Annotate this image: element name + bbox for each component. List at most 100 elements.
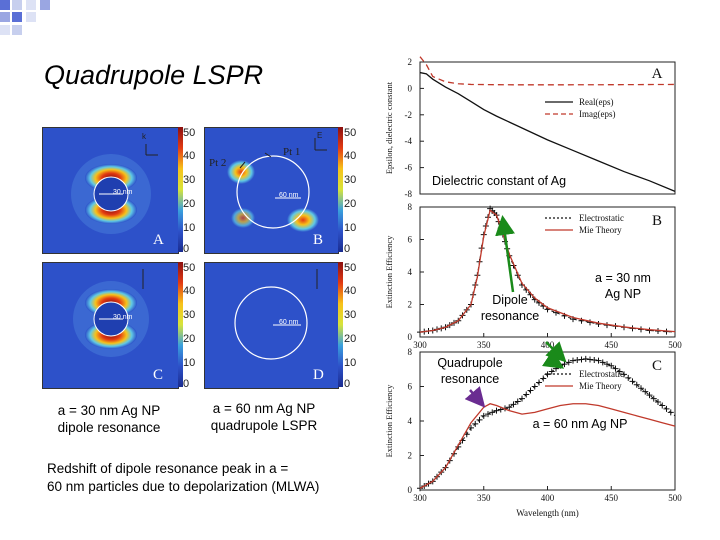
pt1-label: Pt 1 [283,146,301,158]
field-map-c: 30 nm C [42,262,179,389]
data-point-marker [646,392,653,399]
data-point-marker [531,383,538,390]
panel-letter: C [153,367,164,383]
data-point-marker [570,357,576,364]
cbar-tick: 10 [344,357,357,369]
legend-label: Electrostatic [579,213,624,223]
cbar-tick: 20 [183,333,196,345]
data-point-marker [565,359,572,366]
data-point-marker [650,395,657,402]
panel-letter: A [652,66,663,82]
cbar-tick: 50 [183,127,196,139]
data-point-marker [608,362,615,369]
colorbar [178,127,183,252]
annot-dielectric: Dielectric constant of Ag [432,174,567,188]
data-point-marker [591,357,598,364]
peak-arrow [541,349,565,369]
legend-label: Imag(eps) [579,109,615,119]
data-point-marker [616,368,623,375]
colorbar [338,127,343,252]
data-point-marker [536,379,542,386]
cbar-tick: 10 [183,357,196,369]
data-point-marker [663,405,670,412]
scale-label: 30 nm [113,189,133,196]
data-point-marker [646,327,653,334]
colorbar [178,262,183,387]
y-tick-label: -8 [405,189,413,199]
data-point-marker [633,381,640,388]
data-point-marker [480,412,487,419]
y-tick-label: 0 [408,485,413,495]
y-tick-label: 6 [408,235,413,245]
y-tick-label: 6 [408,382,413,392]
data-point-marker [612,365,619,372]
data-point-marker [468,424,474,431]
data-point-marker [642,388,649,395]
panel-letter: B [313,232,324,248]
data-point-marker [548,368,555,375]
cbar-tick: 40 [344,285,357,297]
field-map-b-graphic [227,138,327,232]
data-point-marker [595,357,602,364]
cbar-tick: 50 [344,127,357,139]
plot-frame [419,61,676,195]
legend-label: Mie Theory [579,381,622,391]
cbar-tick: 20 [183,198,196,210]
field-map-d-graphic [234,269,318,360]
annot-a60: a = 60 nm Ag NP [532,417,628,431]
data-point-marker [506,404,513,411]
cbar-tick: 30 [344,174,357,186]
cbar-tick: 0 [183,378,190,390]
y-tick-label: 4 [408,267,413,277]
cbar-tick: 30 [183,309,196,321]
data-point-marker [638,385,644,392]
cbar-tick: 0 [344,378,351,390]
data-point-marker [582,355,589,362]
x-tick-label: 500 [668,493,682,503]
y-tick-label: -2 [405,110,413,120]
x-tick-label: 300 [413,340,427,350]
y-tick-label: -6 [405,163,413,173]
slide-title: Quadrupole LSPR [44,60,264,90]
x-tick-label: 350 [477,340,491,350]
panel-letter: B [652,213,662,229]
data-point-marker [667,409,674,416]
y-tick-label: 2 [408,300,413,310]
caption-dipole: a = 30 nm Ag NP dipole resonance [57,403,161,435]
redshift-note: Redshift of dipole resonance peak in a =… [47,461,320,494]
series-line [419,56,676,86]
data-point-marker [659,402,666,409]
data-point-marker [527,387,534,394]
legend-label: Real(eps) [579,97,613,107]
data-point-marker [514,398,521,405]
y-tick-label: -4 [405,136,413,146]
field-maps-figure: 30 nm k A 50 40 30 20 10 0 Pt 1 [42,127,362,392]
data-point-marker [493,407,500,414]
data-point-marker [629,378,636,385]
caption-quadrupole: a = 60 nm Ag NP quadrupole LSPR [210,401,318,433]
cbar-tick: 10 [183,222,196,234]
x-tick-label: 450 [605,340,619,350]
pt2-label: Pt 2 [209,157,227,169]
series-line [419,71,676,192]
panel-letter: A [153,232,164,248]
y-axis-label: Epsilon, dielectric constant [384,81,394,174]
field-map-a-graphic [71,144,158,234]
vector-label-k: k [142,132,146,141]
cbar-tick: 50 [344,262,357,274]
quadrupole-arrow [464,386,486,408]
annot-quadrupole-resonance: Quadrupole resonance [437,356,503,386]
data-point-marker [553,365,559,372]
annot-a30: a = 30 nm Ag NP [595,271,651,301]
scale-label: 60 nm [279,319,299,326]
y-tick-label: 4 [408,416,413,426]
panel-letter: C [652,358,662,374]
x-axis-label: Wavelength (nm) [516,508,579,518]
cbar-tick: 0 [183,243,190,255]
data-point-marker [621,371,627,378]
y-tick-label: 0 [408,83,413,93]
x-tick-label: 500 [668,340,682,350]
field-map-b: Pt 1 Pt 2 60 nm E B [204,127,339,254]
a30-arrow [545,341,567,363]
vector-label-e: E [317,131,323,140]
